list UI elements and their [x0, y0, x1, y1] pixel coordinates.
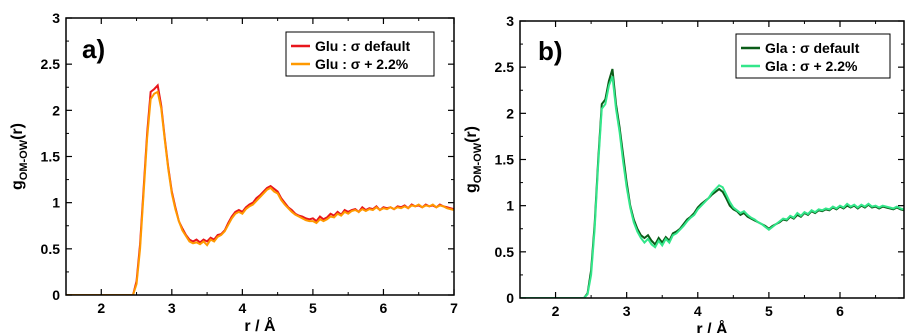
legend-box — [285, 31, 435, 77]
chart-panel-2: 2 3 4 5 6 0 0.5 1 1.5 2 2.5 3 r / Å gOM-OW(r) b) Gla : … — [463, 13, 905, 333]
legend-box — [735, 33, 891, 79]
series-line-2 — [66, 90, 454, 295]
x-axis-label: r / Å — [244, 316, 276, 333]
y-tick-label: 2.5 — [495, 59, 515, 75]
x-tick-label: 5 — [765, 303, 773, 319]
x-axis-label: r / Å — [696, 319, 728, 333]
legend-label: Glu : σ + 2.2% — [315, 56, 409, 72]
series-line-1 — [66, 83, 454, 295]
x-tick-label: 2 — [552, 303, 560, 319]
y-tick-label: 0 — [52, 287, 60, 303]
y-tick-label: 1.5 — [495, 152, 515, 168]
series-line-2 — [520, 76, 904, 298]
x-tick-label: 4 — [238, 300, 246, 316]
y-tick-label: 2 — [506, 105, 514, 121]
y-tick-label: 2 — [52, 102, 60, 118]
y-tick-label: 1 — [506, 198, 514, 214]
legend-label: Gla : σ default — [765, 40, 860, 56]
x-tick-label: 3 — [623, 303, 631, 319]
y-tick-label: 1.5 — [41, 149, 61, 165]
x-tick-label: 5 — [309, 300, 317, 316]
x-tick-label: 2 — [97, 300, 105, 316]
y-tick-label: 1 — [52, 195, 60, 211]
x-tick-label: 4 — [694, 303, 702, 319]
x-tick-label: 6 — [380, 300, 388, 316]
y-axis-label: gOM-OW(r) — [9, 123, 30, 190]
y-tick-label: 3 — [52, 10, 60, 26]
y-tick-label: 0.5 — [41, 241, 61, 257]
x-tick-label: 6 — [836, 303, 844, 319]
panel-label: a) — [82, 34, 105, 64]
legend: Glu : σ default Glu : σ + 2.2% — [285, 31, 435, 77]
x-tick-label: 3 — [168, 300, 176, 316]
legend: Gla : σ default Gla : σ + 2.2% — [735, 33, 891, 79]
x-tick-label: 7 — [450, 300, 458, 316]
y-tick-label: 2.5 — [41, 56, 61, 72]
y-axis-label: gOM-OW(r) — [463, 126, 484, 193]
panel-label: b) — [538, 36, 563, 66]
legend-label: Glu : σ default — [315, 38, 410, 54]
y-tick-label: 0 — [506, 290, 514, 306]
y-tick-label: 0.5 — [495, 244, 515, 260]
legend-label: Gla : σ + 2.2% — [765, 58, 858, 74]
y-tick-label: 3 — [506, 13, 514, 29]
series-line-1 — [520, 68, 904, 298]
chart-panel-1: 2 3 4 5 6 7 0 0.5 1 1.5 2 2.5 3 r / Å gOM-OW(r) a) Glu :… — [9, 10, 458, 333]
